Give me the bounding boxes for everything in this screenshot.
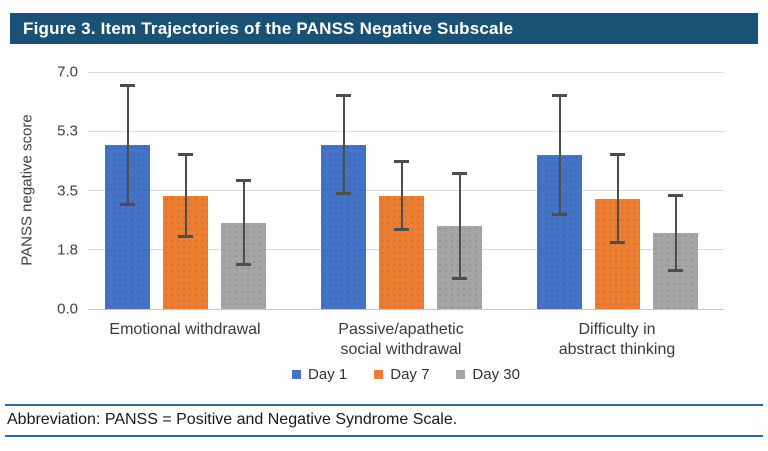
- legend-item: Day 30: [456, 366, 520, 383]
- gridline: [88, 190, 724, 191]
- error-bar-cap-bottom: [610, 241, 625, 245]
- error-bar-line: [674, 195, 677, 271]
- error-bar-cap-top: [336, 94, 351, 98]
- legend-item: Day 1: [292, 366, 347, 383]
- legend: Day 1 Day 7 Day 30: [88, 366, 724, 383]
- gridline: [88, 71, 724, 73]
- footnote-rule-bottom: [5, 435, 763, 437]
- error-bar-cap-bottom: [452, 277, 467, 281]
- legend-swatch: [374, 370, 384, 379]
- x-category-label: Difficulty in abstract thinking: [558, 321, 676, 358]
- footnote-text: Abbreviation: PANSS = Positive and Negat…: [7, 411, 458, 428]
- legend-label: Day 1: [308, 366, 348, 383]
- error-bar-cap-top: [120, 84, 135, 88]
- error-bar-cap-bottom: [236, 263, 251, 267]
- error-bar-cap-bottom: [394, 227, 409, 231]
- error-bar-cap-top: [236, 178, 251, 182]
- error-bar-cap-top: [552, 94, 567, 98]
- error-bar-cap-top: [178, 153, 193, 157]
- y-tick-label: 0.0: [57, 300, 78, 318]
- error-bar-cap-top: [452, 172, 467, 176]
- x-axis-category-labels: Emotional withdrawal Passive/apathetic so…: [88, 320, 724, 366]
- error-bar-cap-bottom: [178, 234, 193, 238]
- figure-title: Figure 3. Item Trajectories of the PANSS…: [23, 18, 514, 38]
- error-bar-cap-top: [668, 194, 683, 198]
- legend-item: Day 7: [374, 366, 429, 383]
- gridline: [88, 308, 724, 310]
- x-category-label: Passive/apathetic social withdrawal: [338, 321, 464, 358]
- error-bar-line: [558, 95, 561, 215]
- bar: [653, 232, 698, 309]
- error-bar-line: [400, 161, 403, 230]
- error-bar-cap-bottom: [120, 202, 135, 206]
- bar: [321, 144, 366, 309]
- legend-swatch: [292, 370, 302, 379]
- error-bar-line: [342, 95, 345, 194]
- error-bar-cap-bottom: [552, 212, 567, 216]
- error-bar-line: [184, 154, 187, 237]
- error-bar-cap-top: [394, 160, 409, 164]
- figure-title-bar: Figure 3. Item Trajectories of the PANSS…: [10, 13, 758, 44]
- legend-label: Day 30: [472, 366, 520, 383]
- legend-swatch: [456, 370, 466, 379]
- error-bar-line: [242, 180, 245, 265]
- plot-area: [88, 71, 724, 310]
- y-tick-label: 7.0: [57, 63, 78, 81]
- error-bar-line: [616, 154, 619, 243]
- legend-label: Day 7: [390, 366, 430, 383]
- error-bar-cap-top: [610, 153, 625, 157]
- footnote-rule-top: [5, 404, 763, 406]
- y-tick-label: 3.5: [57, 182, 78, 199]
- error-bar-line: [126, 85, 129, 205]
- x-category-label: Emotional withdrawal: [109, 321, 261, 338]
- y-axis-tick-labels: 0.0 1.8 3.5 5.3 7.0: [28, 64, 78, 318]
- error-bar-line: [458, 173, 461, 279]
- error-bar-cap-bottom: [668, 268, 683, 272]
- y-tick-label: 1.8: [57, 241, 78, 259]
- error-bar-cap-bottom: [336, 192, 351, 196]
- bar: [105, 144, 150, 309]
- y-tick-label: 5.3: [57, 122, 78, 140]
- gridline: [88, 130, 724, 132]
